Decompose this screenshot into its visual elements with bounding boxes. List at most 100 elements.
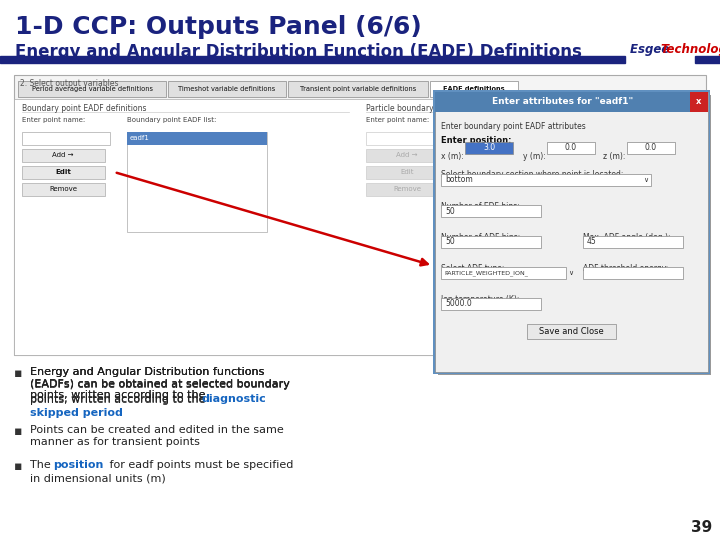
FancyBboxPatch shape (22, 148, 104, 161)
Text: Transient point variable definitions: Transient point variable definitions (300, 86, 416, 92)
Text: position: position (53, 460, 104, 470)
Text: Energy and Angular Distribution Function (EADF) Definitions: Energy and Angular Distribution Function… (15, 43, 582, 61)
Bar (127, 132, 267, 145)
Text: 3.0: 3.0 (483, 144, 495, 152)
Bar (0, 56, 625, 63)
Bar (435, 92, 708, 112)
Bar (127, 132, 267, 232)
Text: y (m):: y (m): (523, 152, 546, 161)
Text: 2. Select output variables: 2. Select output variables (20, 79, 119, 88)
Text: diagnostic: diagnostic (202, 394, 266, 404)
Text: Enter point name:: Enter point name: (366, 117, 429, 123)
Bar (435, 92, 708, 372)
Text: ▪: ▪ (14, 425, 22, 438)
FancyBboxPatch shape (527, 323, 616, 339)
Text: 50: 50 (445, 238, 455, 246)
Text: PARTICLE_WEIGHTED_ION_: PARTICLE_WEIGHTED_ION_ (444, 270, 528, 276)
Text: Save and Close: Save and Close (539, 327, 604, 335)
Bar (695, 56, 720, 63)
Text: Esgee: Esgee (630, 43, 673, 56)
Bar (441, 236, 541, 248)
Text: Enter position:: Enter position: (441, 136, 511, 145)
Text: Max. ADF angle (deg.):: Max. ADF angle (deg.): (583, 233, 670, 242)
Bar (547, 142, 595, 154)
Text: Enter point name:: Enter point name: (22, 117, 85, 123)
FancyBboxPatch shape (18, 81, 166, 97)
Text: 5000.0: 5000.0 (445, 300, 472, 308)
Text: Enter boundary point EADF attributes: Enter boundary point EADF attributes (441, 122, 586, 131)
Text: points, written according to the: points, written according to the (30, 394, 209, 404)
Bar (441, 298, 541, 310)
FancyBboxPatch shape (366, 165, 449, 179)
Text: Technologies: Technologies (660, 43, 720, 56)
Text: points, written according to the: points, written according to the (30, 395, 209, 405)
Bar (583, 267, 683, 279)
Bar (438, 95, 711, 375)
Text: in dimensional units (m): in dimensional units (m) (30, 474, 166, 483)
Text: Select boundary section where point is located:: Select boundary section where point is l… (441, 170, 624, 179)
Text: Number of ADF bins:: Number of ADF bins: (441, 233, 521, 242)
Text: Boundary point EADF list:: Boundary point EADF list: (127, 117, 217, 123)
Bar (14, 75, 706, 355)
Bar (14, 99, 706, 355)
Text: Add →: Add → (53, 152, 73, 158)
Text: Energy and Angular Distribution functions: Energy and Angular Distribution function… (30, 367, 264, 377)
Text: 0.0: 0.0 (645, 144, 657, 152)
Text: Points can be created and edited in the same
manner as for transient points: Points can be created and edited in the … (30, 425, 284, 447)
Text: Particle boundary point EADF list:: Particle boundary point EADF list: (466, 117, 583, 123)
Bar (441, 267, 566, 279)
Text: ∨: ∨ (643, 177, 648, 183)
Text: The: The (30, 460, 54, 470)
Bar (466, 132, 596, 219)
Bar (627, 142, 675, 154)
FancyBboxPatch shape (366, 183, 449, 195)
Text: EADF definitions: EADF definitions (444, 86, 505, 92)
Text: Energy and Angular Distribution functions
(EADFs) can be obtained at selected bo: Energy and Angular Distribution function… (30, 367, 290, 400)
FancyBboxPatch shape (430, 81, 518, 97)
Bar (465, 142, 513, 154)
Text: Energy and Angular Distribution functions
(EADFs) can be obtained at selected bo: Energy and Angular Distribution function… (30, 367, 290, 400)
Bar (441, 174, 651, 186)
Text: x: x (696, 98, 702, 106)
Bar (22, 132, 110, 145)
Text: 45: 45 (587, 238, 597, 246)
Text: ∨: ∨ (568, 270, 573, 276)
Text: ADF threshold energy:: ADF threshold energy: (583, 264, 668, 273)
Bar (690, 92, 708, 112)
FancyBboxPatch shape (288, 81, 428, 97)
Text: Edit: Edit (400, 169, 414, 175)
Text: for eadf points must be specified: for eadf points must be specified (106, 460, 293, 470)
Text: ▪: ▪ (14, 367, 22, 380)
Text: ▪: ▪ (14, 460, 22, 473)
Text: Period averaged variable definitions: Period averaged variable definitions (32, 86, 153, 92)
Text: (EADFs) can be obtained at selected boundary: (EADFs) can be obtained at selected boun… (30, 381, 290, 390)
Text: Ion temperature (K):: Ion temperature (K): (441, 295, 519, 304)
Text: Enter attributes for "eadf1": Enter attributes for "eadf1" (492, 98, 633, 106)
FancyBboxPatch shape (22, 165, 104, 179)
Text: 39: 39 (690, 520, 712, 535)
Text: Edit: Edit (55, 169, 71, 175)
Text: Remove: Remove (49, 186, 77, 192)
FancyBboxPatch shape (22, 183, 104, 195)
Text: Remove: Remove (393, 186, 421, 192)
Bar (441, 205, 541, 217)
Text: 1-D CCP: Outputs Panel (6/6): 1-D CCP: Outputs Panel (6/6) (15, 15, 422, 39)
Text: Particle boundary point EADF definitions: Particle boundary point EADF definitions (366, 104, 521, 113)
Text: 0.0: 0.0 (565, 144, 577, 152)
Text: Number of EDF bins:: Number of EDF bins: (441, 202, 520, 211)
Text: Select ADF type:: Select ADF type: (441, 264, 505, 273)
Text: 50: 50 (445, 206, 455, 215)
Text: Add →: Add → (396, 152, 418, 158)
Text: skipped period: skipped period (30, 408, 123, 417)
Text: Boundary point EADF definitions: Boundary point EADF definitions (22, 104, 146, 113)
Text: z (m):: z (m): (603, 152, 626, 161)
Text: x (m):: x (m): (441, 152, 464, 161)
Bar (583, 236, 683, 248)
Text: bottom: bottom (445, 176, 473, 185)
Text: eadf1: eadf1 (130, 136, 150, 141)
Text: Timeshot variable definitions: Timeshot variable definitions (179, 86, 276, 92)
FancyBboxPatch shape (366, 148, 449, 161)
Bar (433, 90, 710, 374)
Bar (366, 132, 454, 145)
FancyBboxPatch shape (168, 81, 286, 97)
